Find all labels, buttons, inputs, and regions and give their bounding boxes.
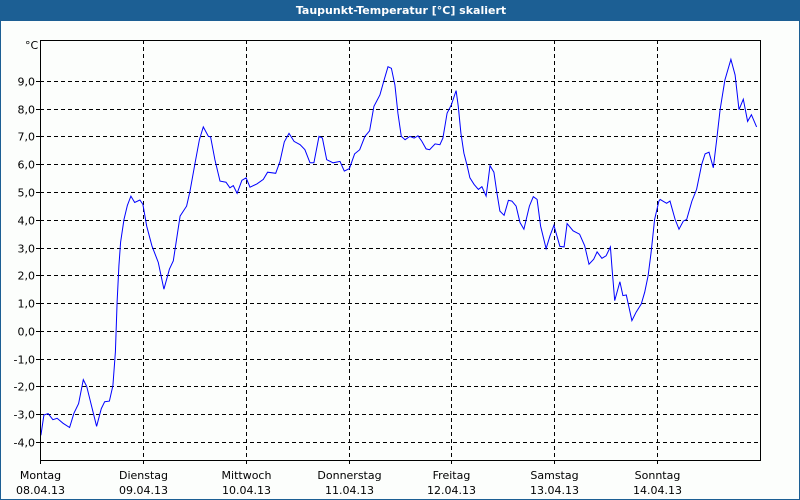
x-tick-day-label: Freitag xyxy=(433,469,471,482)
x-tick-date-label: 13.04.13 xyxy=(530,484,579,497)
y-tick-label: -1,0 xyxy=(14,354,35,367)
x-tick-date-label: 08.04.13 xyxy=(16,484,65,497)
chart-title: Taupunkt-Temperatur [°C] skaliert xyxy=(1,1,800,21)
x-tick-day-label: Samstag xyxy=(530,469,578,482)
y-tick-label: 3,0 xyxy=(18,243,36,256)
x-tick-date-label: 12.04.13 xyxy=(427,484,476,497)
x-tick-day-label: Dienstag xyxy=(119,469,168,482)
y-tick-label: 7,0 xyxy=(18,131,36,144)
dewpoint-series-line xyxy=(40,57,758,436)
y-tick-label: 0,0 xyxy=(18,326,36,339)
x-tick-date-label: 10.04.13 xyxy=(222,484,271,497)
y-axis-unit-label: °C xyxy=(25,39,39,52)
y-tick-label: 9,0 xyxy=(18,76,36,89)
y-tick-label: 8,0 xyxy=(18,104,36,117)
y-tick-label: -3,0 xyxy=(14,409,35,422)
y-tick-label: 5,0 xyxy=(18,187,36,200)
plot-area-frame xyxy=(40,40,761,461)
x-tick-date-label: 11.04.13 xyxy=(325,484,374,497)
x-tick-day-label: Mittwoch xyxy=(222,469,272,482)
y-tick-label: 4,0 xyxy=(18,215,36,228)
x-tick-day-label: Montag xyxy=(20,469,61,482)
y-tick-label: 2,0 xyxy=(18,270,36,283)
y-tick-label: -2,0 xyxy=(14,381,35,394)
x-tick-date-label: 09.04.13 xyxy=(119,484,168,497)
x-tick-day-label: Sonntag xyxy=(635,469,681,482)
axis-ticks: -4,0 -3,0 -2,0 -1,0 0,0 1,0 2,0 3,0 4,0 5,0 6,0 7,0… xyxy=(14,76,682,498)
y-tick-label: 1,0 xyxy=(18,298,36,311)
y-tick-label: -4,0 xyxy=(14,437,35,450)
x-tick-day-label: Donnerstag xyxy=(317,469,381,482)
x-tick-date-label: 14.04.13 xyxy=(633,484,682,497)
grid xyxy=(40,40,760,460)
y-tick-label: 6,0 xyxy=(18,159,36,172)
